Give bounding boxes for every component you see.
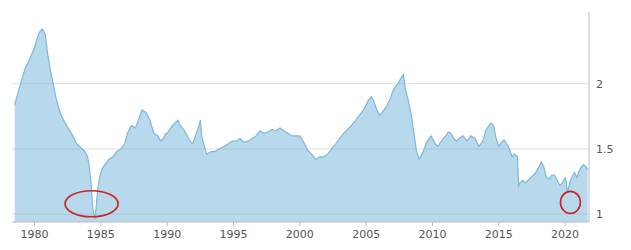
x-tick — [34, 222, 35, 226]
x-tick — [498, 222, 499, 226]
line — [15, 29, 588, 218]
plot-area — [15, 29, 588, 222]
x-tick — [100, 222, 101, 226]
x-tick — [432, 222, 433, 226]
x-tick-label: 2005 — [352, 228, 380, 241]
y-tick-label: 2 — [596, 78, 603, 91]
chart: 1 1.5 2 1980 1985 1990 1995 2000 2005 2010 2015 202… — [0, 0, 631, 250]
x-tick — [366, 222, 367, 226]
x-tick-label: 2010 — [418, 228, 446, 241]
x-tick-label: 1995 — [220, 228, 248, 241]
grid-line — [12, 83, 589, 84]
x-tick-label: 2020 — [551, 228, 579, 241]
x-tick-label: 2000 — [286, 228, 314, 241]
area — [15, 29, 588, 222]
x-tick — [167, 222, 168, 226]
y-tick-label: 1.5 — [596, 143, 614, 156]
x-tick — [299, 222, 300, 226]
x-tick-label: 2015 — [485, 228, 513, 241]
x-tick-label: 1990 — [153, 228, 181, 241]
y-axis-line — [589, 12, 590, 222]
x-tick-label: 1985 — [87, 228, 115, 241]
x-tick — [233, 222, 234, 226]
y-tick-label: 1 — [596, 208, 603, 221]
highlight-ellipse — [560, 191, 580, 213]
highlight-ellipse — [65, 191, 118, 217]
x-tick-label: 1980 — [21, 228, 49, 241]
x-tick — [565, 222, 566, 226]
x-axis-line — [12, 222, 589, 223]
